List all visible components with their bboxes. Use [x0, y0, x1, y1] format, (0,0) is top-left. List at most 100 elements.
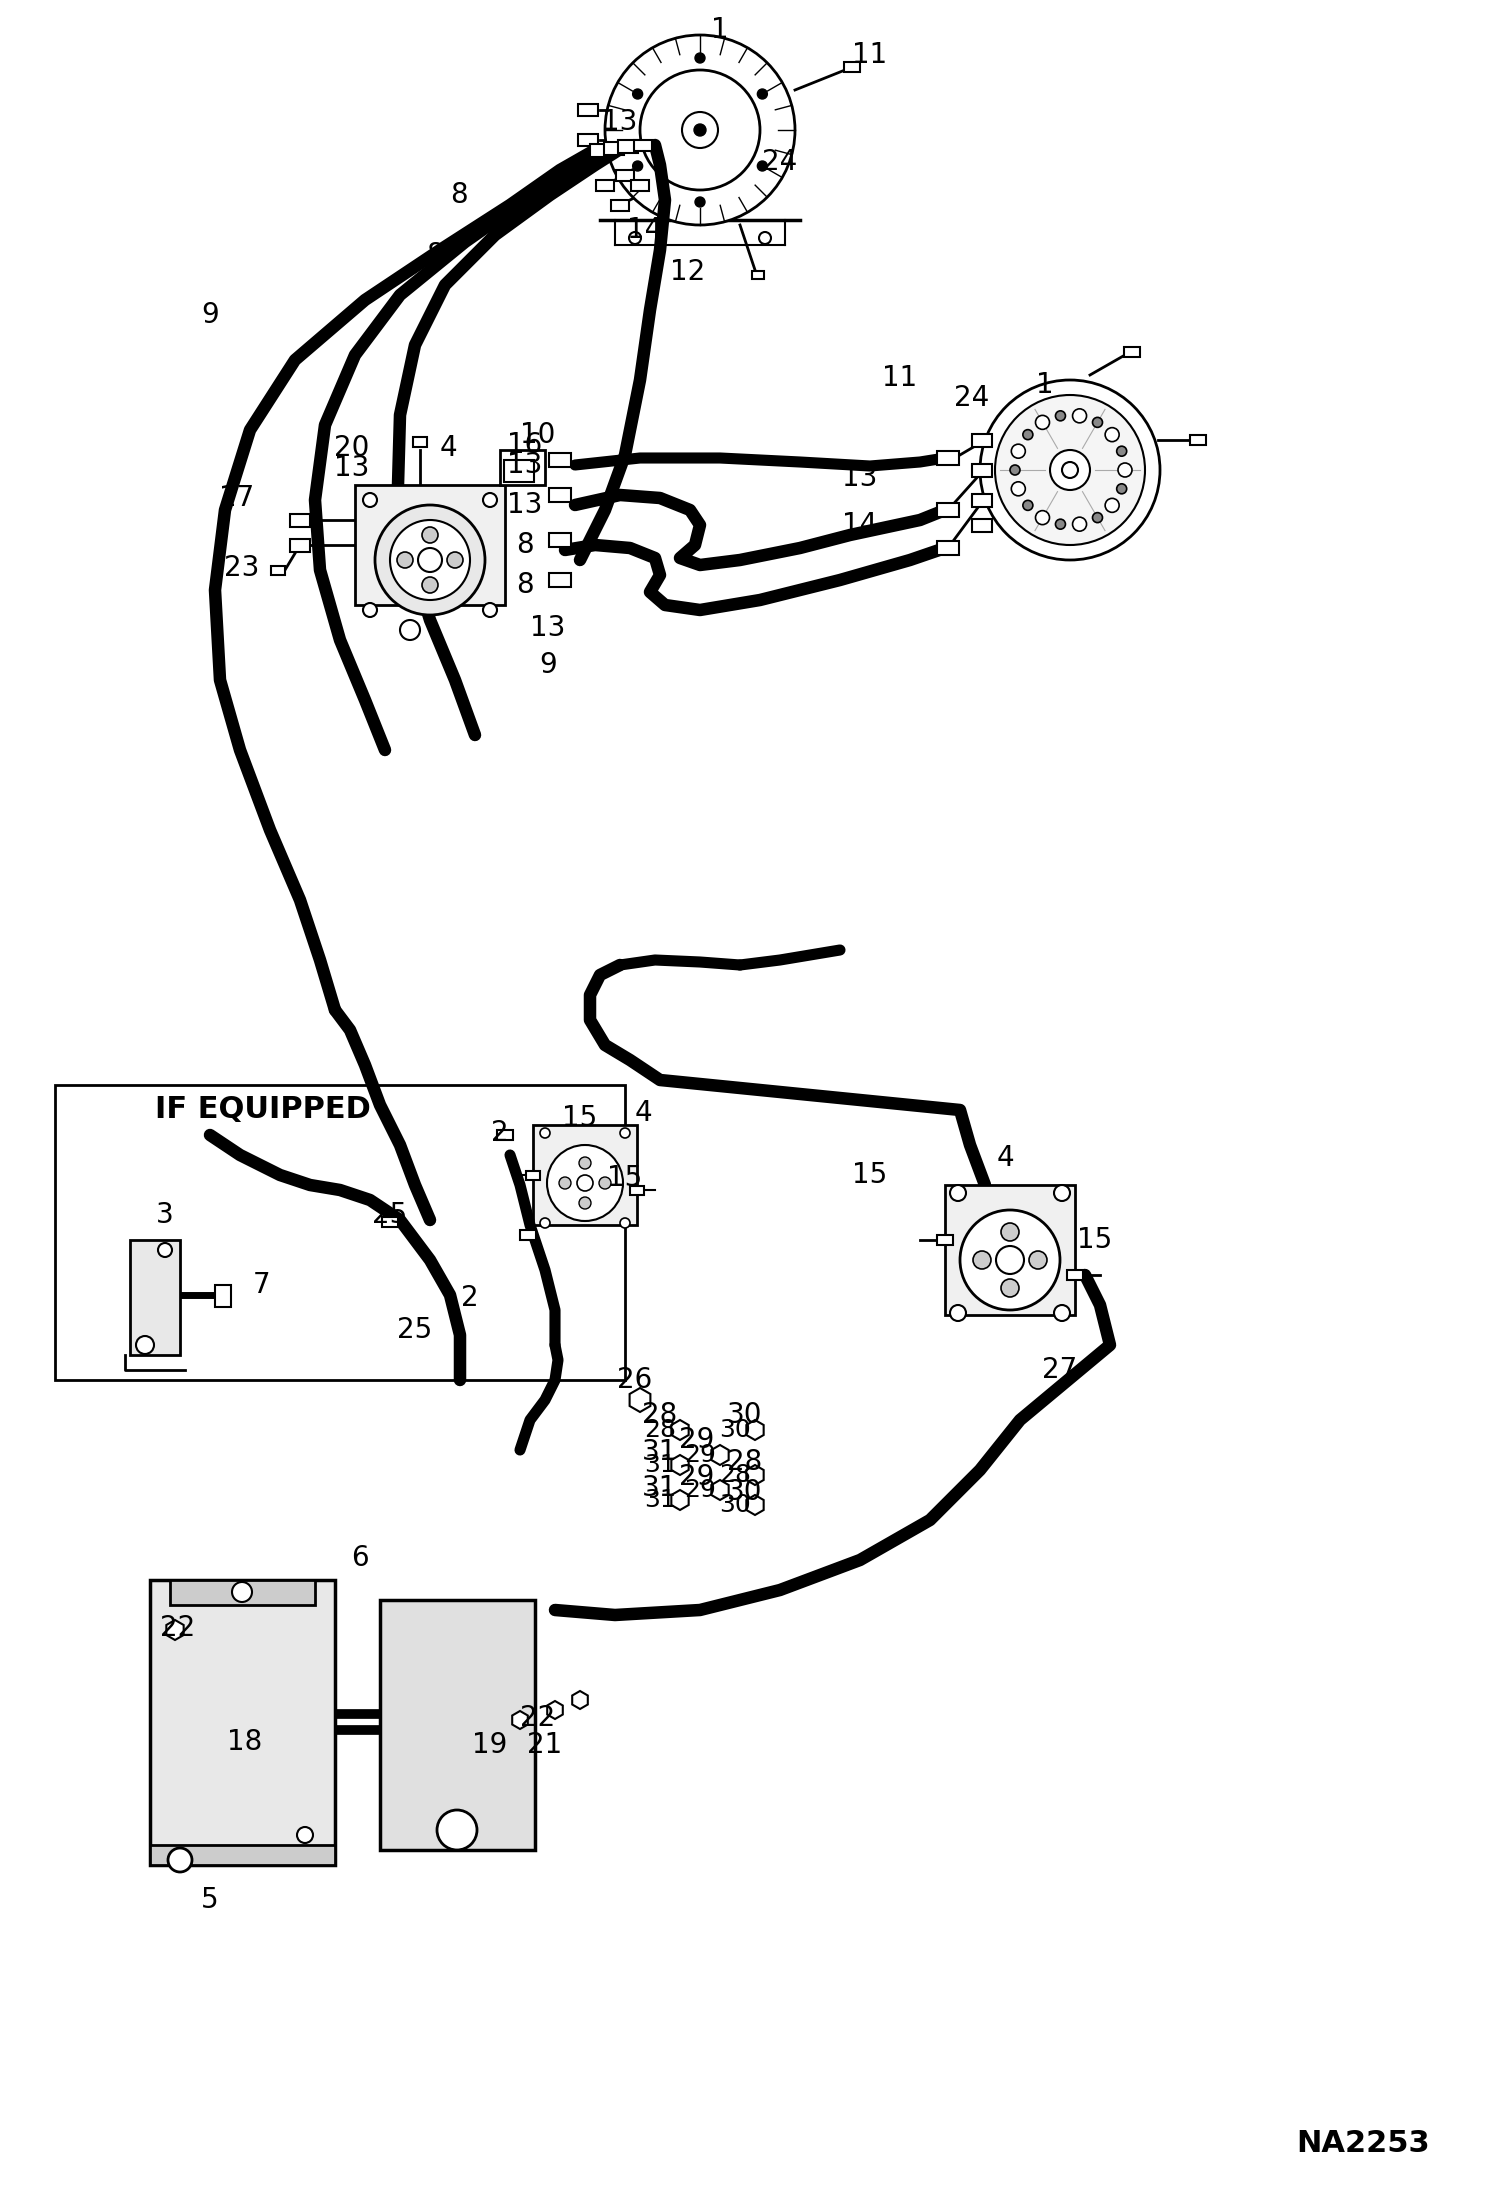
Circle shape [640, 70, 759, 191]
Polygon shape [712, 1480, 728, 1500]
Bar [533, 1125, 637, 1226]
Circle shape [1050, 450, 1091, 489]
Text: 16: 16 [508, 432, 542, 458]
Circle shape [620, 1217, 631, 1228]
Bar [619, 140, 638, 154]
Circle shape [559, 1178, 571, 1189]
Polygon shape [572, 1691, 587, 1708]
Bar [169, 1579, 315, 1605]
Circle shape [605, 35, 795, 226]
Circle shape [1106, 498, 1119, 513]
Text: 11: 11 [882, 364, 918, 393]
Circle shape [446, 553, 463, 568]
Text: 17: 17 [219, 485, 255, 511]
Circle shape [1001, 1224, 1019, 1241]
Circle shape [1035, 511, 1050, 524]
Bar [590, 143, 610, 156]
Circle shape [389, 520, 470, 601]
Circle shape [694, 125, 706, 136]
Text: 5: 5 [201, 1886, 219, 1914]
Bar [548, 489, 571, 502]
Polygon shape [166, 1621, 184, 1640]
Circle shape [1116, 445, 1126, 456]
Text: 8: 8 [517, 531, 533, 559]
Text: 25: 25 [373, 1202, 407, 1228]
Bar [843, 61, 860, 72]
Text: 12: 12 [671, 259, 706, 285]
Text: 19: 19 [472, 1730, 508, 1759]
Circle shape [629, 232, 641, 243]
Text: 13: 13 [530, 614, 566, 643]
Circle shape [599, 1178, 611, 1189]
Text: 24: 24 [954, 384, 990, 412]
Circle shape [232, 1581, 252, 1603]
Text: 30: 30 [719, 1493, 750, 1518]
Bar [945, 1184, 1076, 1316]
Circle shape [695, 197, 706, 206]
Text: 3: 3 [156, 1202, 174, 1228]
Text: 28: 28 [643, 1401, 677, 1430]
Text: 13: 13 [602, 107, 638, 136]
Bar [548, 533, 571, 546]
Circle shape [1055, 1184, 1070, 1202]
Text: 4: 4 [634, 1099, 652, 1127]
Text: NA2253: NA2253 [1296, 2129, 1431, 2158]
Bar [382, 1217, 398, 1228]
Bar [578, 103, 598, 116]
Bar [938, 1235, 953, 1246]
Text: 26: 26 [617, 1366, 653, 1395]
Bar [548, 572, 571, 588]
Circle shape [1118, 463, 1132, 478]
Circle shape [1029, 1250, 1047, 1270]
Circle shape [632, 160, 643, 171]
Bar [55, 1086, 625, 1379]
Bar [616, 169, 634, 180]
Text: 15: 15 [562, 1103, 598, 1132]
Circle shape [580, 1158, 592, 1169]
Circle shape [1023, 500, 1032, 511]
Text: 15: 15 [607, 1164, 643, 1193]
Text: 13: 13 [334, 454, 370, 482]
Circle shape [422, 526, 437, 544]
Circle shape [580, 1197, 592, 1208]
Text: 6: 6 [351, 1544, 369, 1572]
Text: IF EQUIPPED: IF EQUIPPED [154, 1096, 372, 1125]
Bar [611, 200, 629, 211]
Polygon shape [746, 1496, 764, 1515]
Bar [150, 1579, 336, 1864]
Bar [938, 452, 959, 465]
Circle shape [980, 379, 1159, 559]
Circle shape [759, 232, 771, 243]
Bar [752, 272, 764, 279]
Circle shape [695, 53, 706, 64]
Circle shape [539, 1217, 550, 1228]
Circle shape [418, 548, 442, 572]
Circle shape [974, 1250, 992, 1270]
Circle shape [577, 1175, 593, 1191]
Circle shape [157, 1243, 172, 1257]
Circle shape [632, 90, 643, 99]
Text: 8: 8 [427, 241, 443, 270]
Text: 31: 31 [644, 1489, 676, 1511]
Circle shape [1056, 520, 1065, 529]
Circle shape [995, 395, 1144, 546]
Circle shape [620, 1127, 631, 1138]
Circle shape [422, 577, 437, 592]
Bar [596, 180, 614, 191]
Circle shape [363, 493, 377, 507]
Text: 31: 31 [643, 1474, 677, 1502]
Text: 30: 30 [727, 1478, 762, 1507]
Circle shape [1055, 1305, 1070, 1320]
Circle shape [682, 112, 718, 147]
Text: 15: 15 [852, 1160, 888, 1189]
Circle shape [758, 90, 767, 99]
Circle shape [960, 1211, 1061, 1309]
Polygon shape [746, 1421, 764, 1441]
Polygon shape [746, 1465, 764, 1485]
Bar [291, 539, 310, 550]
Text: 29: 29 [685, 1443, 716, 1467]
Polygon shape [712, 1445, 728, 1465]
Circle shape [1062, 463, 1079, 478]
Circle shape [397, 553, 413, 568]
Text: 15: 15 [1077, 1226, 1113, 1254]
